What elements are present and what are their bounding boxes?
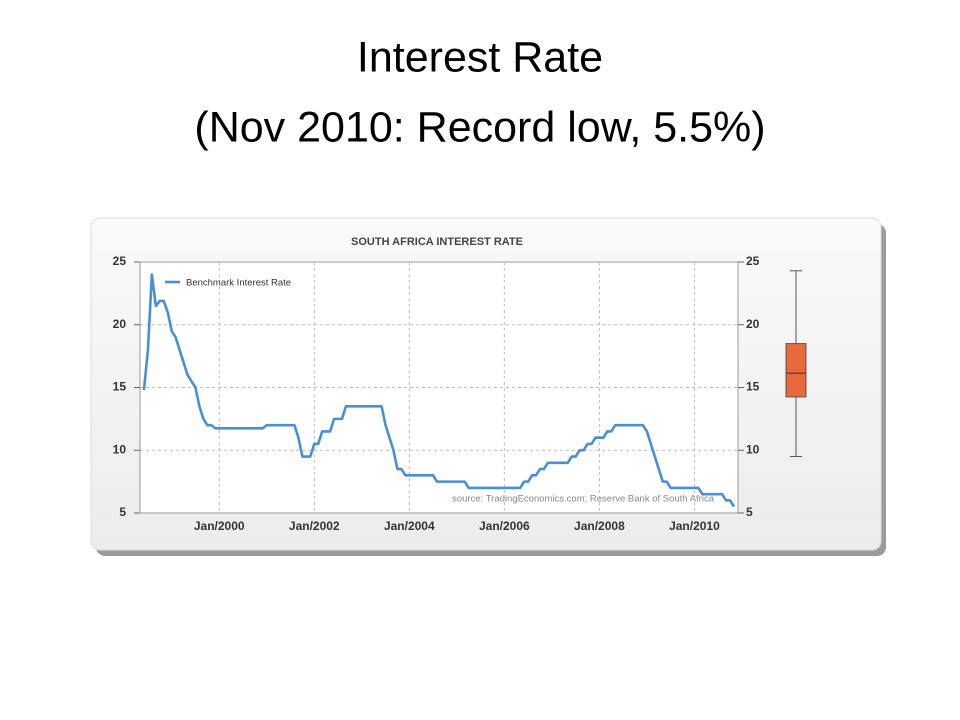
y2-tick-label: 10 bbox=[746, 442, 760, 456]
x-tick-label: Jan/2006 bbox=[479, 519, 530, 533]
y2-tick-label: 20 bbox=[746, 317, 760, 331]
y2-tick-label: 25 bbox=[746, 254, 760, 268]
data-line bbox=[142, 273, 736, 508]
x-tick-label: Jan/2008 bbox=[574, 519, 625, 533]
x-tick-label: Jan/2010 bbox=[669, 519, 720, 533]
y-tick-label: 5 bbox=[119, 505, 126, 519]
chart-title: SOUTH AFRICA INTEREST RATE bbox=[351, 236, 523, 248]
slide-title: Interest Rate bbox=[357, 33, 603, 81]
y-tick-label: 20 bbox=[113, 317, 127, 331]
x-tick-label: Jan/2000 bbox=[194, 519, 245, 533]
y-tick-label: 25 bbox=[113, 254, 127, 268]
y2-tick-label: 15 bbox=[746, 380, 760, 394]
slide-subtitle: (Nov 2010: Record low, 5.5%) bbox=[194, 103, 765, 151]
x-tick-label: Jan/2002 bbox=[289, 519, 340, 533]
plot-area bbox=[139, 261, 739, 514]
y-tick-label: 15 bbox=[113, 380, 127, 394]
chart-layer: 5 10 15 20 25 5 10 15 20 25 Jan/2000 Jan/2002 Jan/20… bbox=[113, 254, 807, 533]
x-tick-label: Jan/2004 bbox=[384, 519, 435, 533]
y-tick-label: 10 bbox=[113, 442, 127, 456]
source-note: source: TradingEconomics.com; Reserve Ba… bbox=[452, 494, 715, 505]
legend-label: Benchmark Interest Rate bbox=[186, 278, 291, 289]
y2-tick-label: 5 bbox=[746, 505, 753, 519]
box bbox=[785, 343, 807, 398]
